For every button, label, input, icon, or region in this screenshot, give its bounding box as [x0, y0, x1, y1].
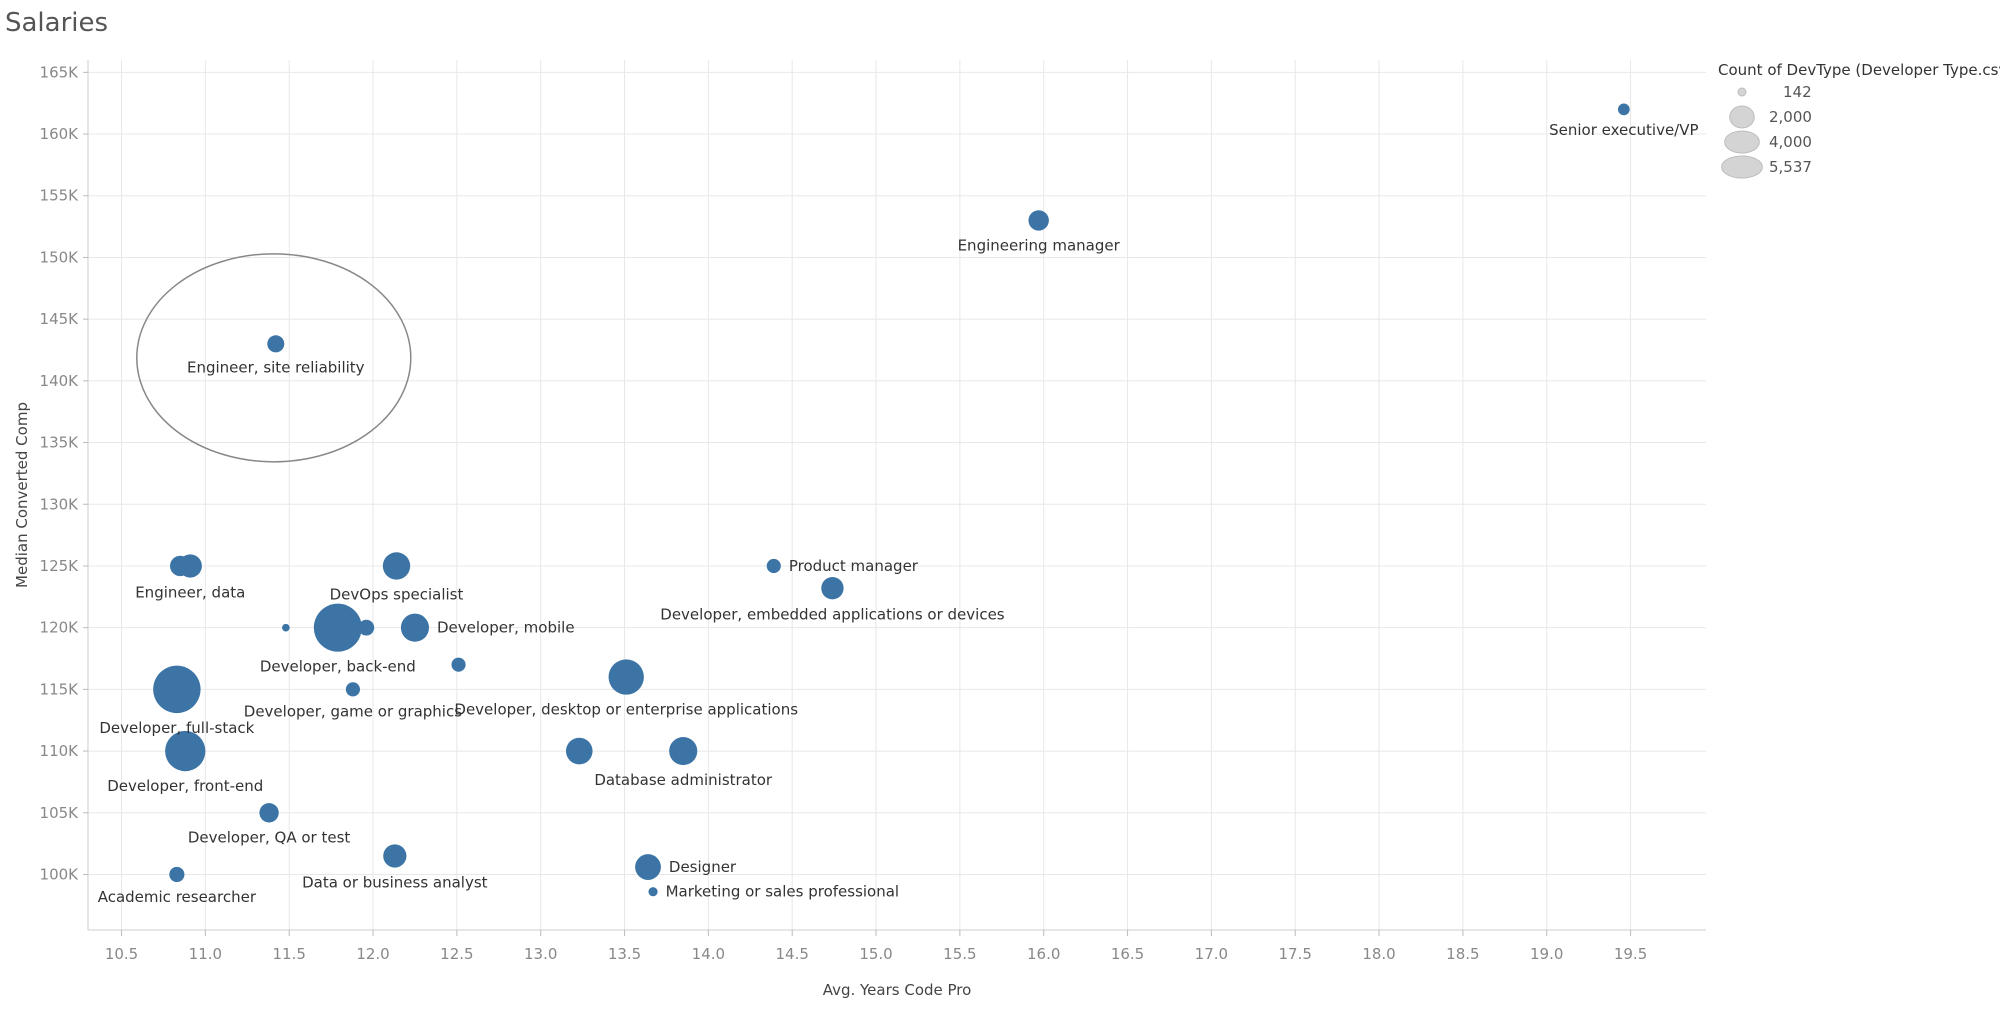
data-point — [383, 844, 407, 868]
y-tick-label: 120K — [40, 619, 80, 637]
data-point — [635, 854, 661, 880]
x-tick-label: 15.0 — [859, 945, 892, 963]
size-legend-mark — [1721, 155, 1763, 179]
size-legend-mark — [1724, 130, 1760, 154]
point-label: DevOps specialist — [330, 586, 464, 604]
data-point — [766, 558, 781, 574]
x-tick-label: 13.0 — [524, 945, 557, 963]
x-tick-label: 19.5 — [1614, 945, 1647, 963]
size-legend-label: 2,000 — [1769, 108, 1812, 126]
size-legend-label: 142 — [1783, 83, 1812, 101]
data-point — [267, 335, 285, 353]
x-tick-label: 18.5 — [1446, 945, 1479, 963]
y-tick-label: 110K — [40, 742, 80, 760]
point-label: Developer, embedded applications or devi… — [660, 605, 1005, 623]
data-point — [451, 657, 466, 672]
point-label: Database administrator — [594, 771, 773, 789]
point-label: Developer, desktop or enterprise applica… — [454, 701, 798, 719]
data-point — [400, 613, 430, 642]
x-tick-label: 13.5 — [608, 945, 641, 963]
point-label: Data or business analyst — [302, 874, 488, 892]
point-label: Engineering manager — [958, 237, 1121, 255]
point-labels: Senior executive/VP Engineering manager En… — [98, 121, 1699, 906]
y-tick-label: 105K — [40, 804, 80, 822]
x-tick-label: 14.5 — [776, 945, 809, 963]
data-point — [169, 866, 185, 883]
y-tick-label: 115K — [40, 680, 80, 698]
data-point — [313, 603, 362, 652]
data-point — [1028, 210, 1049, 231]
x-axis-ticks: 10.5 11.0 11.5 12.0 12.5 13.0 13.5 14.0 14.5 15.0… — [105, 930, 1647, 963]
x-tick-label: 17.5 — [1279, 945, 1312, 963]
data-point — [821, 576, 844, 600]
y-tick-label: 165K — [40, 63, 80, 81]
x-tick-label: 14.0 — [692, 945, 725, 963]
data-point — [669, 737, 698, 766]
point-label: Marketing or sales professional — [666, 883, 900, 901]
y-tick-label: 100K — [40, 865, 80, 883]
data-point — [382, 552, 411, 580]
size-legend-title: Count of DevType (Developer Type.csv) — [1718, 61, 2000, 79]
data-point — [282, 623, 290, 632]
data-point — [1617, 103, 1630, 116]
x-tick-label: 16.0 — [1027, 945, 1060, 963]
point-label: Academic researcher — [98, 888, 257, 906]
y-axis-ticks: 100K 105K 110K 115K 120K 125K 130K 135K 140K 145K… — [40, 63, 88, 883]
point-label: Developer, back-end — [260, 658, 416, 676]
point-label: Engineer, data — [135, 584, 245, 602]
grid-lines — [87, 60, 1706, 931]
x-tick-label: 12.0 — [356, 945, 389, 963]
x-tick-label: 18.0 — [1362, 945, 1395, 963]
annotation-ellipse — [136, 253, 412, 463]
point-label: Engineer, site reliability — [187, 358, 365, 376]
y-tick-label: 130K — [40, 495, 80, 513]
x-axis-title: Avg. Years Code Pro — [823, 981, 972, 999]
point-label: Developer, mobile — [437, 619, 575, 637]
data-point — [345, 682, 360, 697]
page-title: Salaries — [5, 8, 109, 38]
data-point — [648, 887, 658, 897]
y-tick-label: 155K — [40, 187, 80, 205]
x-tick-label: 12.5 — [440, 945, 473, 963]
x-tick-label: 11.0 — [189, 945, 222, 963]
x-tick-label: 16.5 — [1111, 945, 1144, 963]
size-legend: Count of DevType (Developer Type.csv) 14… — [1718, 61, 2000, 179]
data-point — [153, 665, 201, 714]
point-label: Product manager — [789, 557, 919, 575]
annotation-layer — [136, 253, 412, 463]
size-legend-label: 4,000 — [1769, 133, 1812, 151]
y-tick-label: 125K — [40, 557, 80, 575]
point-label: Designer — [669, 858, 737, 876]
size-legend-label: 5,537 — [1769, 158, 1812, 176]
size-legend-mark — [1737, 87, 1747, 97]
data-point — [170, 555, 191, 577]
data-points — [153, 103, 1630, 897]
data-point — [165, 730, 206, 772]
point-label: Developer, front-end — [107, 777, 263, 795]
y-tick-label: 135K — [40, 434, 80, 452]
point-label: Senior executive/VP — [1549, 121, 1698, 139]
y-axis-title: Median Converted Comp — [13, 402, 31, 588]
y-tick-label: 145K — [40, 310, 80, 328]
x-tick-label: 17.0 — [1195, 945, 1228, 963]
data-point — [565, 737, 593, 765]
data-point — [608, 659, 644, 695]
y-tick-label: 160K — [40, 125, 80, 143]
data-point — [259, 803, 279, 823]
size-legend-mark — [1729, 105, 1755, 129]
y-tick-label: 140K — [40, 372, 80, 390]
x-tick-label: 11.5 — [272, 945, 305, 963]
point-label: Developer, full-stack — [99, 719, 254, 737]
point-label: Developer, game or graphics — [244, 702, 462, 720]
x-tick-label: 19.0 — [1530, 945, 1563, 963]
point-label: Developer, QA or test — [188, 828, 351, 846]
y-tick-label: 150K — [40, 248, 80, 266]
x-tick-label: 10.5 — [105, 945, 138, 963]
x-tick-label: 15.5 — [943, 945, 976, 963]
data-point — [358, 619, 375, 636]
